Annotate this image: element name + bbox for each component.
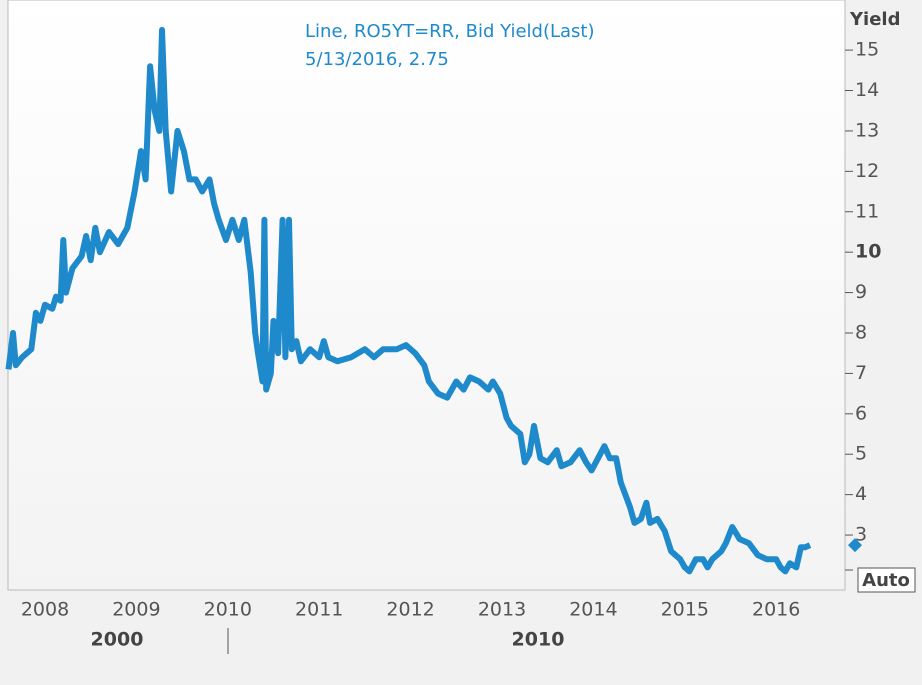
scale-button[interactable] <box>857 567 916 593</box>
y-tick-label: 11 <box>855 200 879 222</box>
y-tick-label: 13 <box>855 119 879 141</box>
last-value-marker <box>848 538 862 553</box>
annotation: 5/13/2016, 2.75 <box>305 49 449 70</box>
y-axis-label: Yield <box>849 9 900 30</box>
y-tick-label: 5 <box>855 443 867 465</box>
plot-area <box>7 0 846 591</box>
y-tick-label: 8 <box>855 321 867 343</box>
x-tick-label: 2012 <box>386 599 434 621</box>
x-tick-label: 2008 <box>21 599 69 621</box>
x-tick-label: 2010 <box>204 599 252 621</box>
x-tick-label: 2015 <box>661 599 709 621</box>
x-tick-label: 2009 <box>112 599 160 621</box>
y-tick-label: 12 <box>855 160 879 182</box>
x-tick-label: 2014 <box>569 599 617 621</box>
y-tick-label: 9 <box>855 281 867 303</box>
period-label: 2010 <box>512 629 565 651</box>
x-tick-label: 2013 <box>478 599 526 621</box>
y-tick-label: 10 <box>855 241 881 263</box>
x-tick-label: 2011 <box>295 599 343 621</box>
y-tick-label: 15 <box>855 39 879 61</box>
y-tick-label: 6 <box>855 402 867 424</box>
scale-mode[interactable]: Auto <box>862 570 910 591</box>
y-tick-label: 7 <box>855 362 867 384</box>
y-tick-label: 3 <box>855 524 867 546</box>
period-label: 2000 <box>91 629 144 651</box>
annotation: Line, RO5YT=RR, Bid Yield(Last) <box>305 21 595 42</box>
y-tick-label: 14 <box>855 79 879 101</box>
series-line <box>5 26 812 575</box>
y-tick-label: 4 <box>855 483 867 505</box>
x-tick-label: 2016 <box>752 599 800 621</box>
